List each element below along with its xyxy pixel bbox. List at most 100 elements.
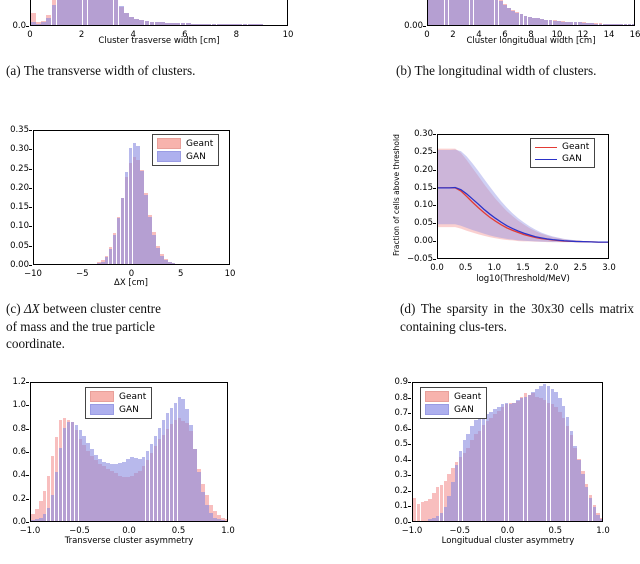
histogram-bar	[448, 0, 453, 25]
histogram-bar	[170, 23, 176, 25]
histogram-bar	[161, 419, 166, 521]
histogram-bar	[594, 23, 599, 25]
histogram-bar	[482, 0, 486, 25]
histogram-bar	[493, 409, 497, 521]
histogram-bar	[180, 23, 186, 25]
histogram-bar	[444, 0, 449, 25]
subplot-f-longitudinal-asymmetry: 0.0 0.1 0.2 0.3 0.4 0.5 0.6 0.7 0.8 0.9 −1.0 −0.5 0…	[380, 377, 640, 546]
histogram-bar	[461, 0, 466, 25]
legend-c[interactable]: Geant GAN	[152, 134, 220, 166]
histogram-bar	[598, 23, 603, 25]
legend-item-gan[interactable]: GAN	[90, 404, 146, 415]
y-tick-label: 0.20	[414, 165, 436, 175]
legend-item-gan[interactable]: GAN	[535, 154, 589, 164]
histogram-bar	[98, 459, 102, 521]
histogram-bar	[129, 16, 134, 25]
caption-d-text: The sparsity in the 30x30 cells matrix c…	[400, 301, 634, 334]
x-tick-label: 10	[282, 30, 294, 40]
histogram-bar	[167, 262, 172, 264]
histogram-bar	[465, 0, 470, 25]
histogram-bar	[46, 475, 51, 521]
histogram-bar	[497, 407, 501, 521]
histogram-bar	[519, 398, 524, 521]
histogram-bar	[565, 416, 570, 521]
x-tick-label: 8	[233, 30, 240, 40]
histogram-bar	[185, 409, 190, 521]
x-tick-label: 4	[130, 30, 136, 40]
x-tick-label: 0.5	[458, 263, 473, 273]
legend-item-geant[interactable]: Geant	[157, 138, 213, 149]
y-tick-label: 0.05	[10, 241, 32, 251]
legend-item-gan[interactable]: GAN	[425, 404, 481, 415]
legend-line-gan-icon	[535, 158, 557, 160]
legend-label-geant: Geant	[454, 391, 482, 402]
legend-item-geant[interactable]: Geant	[425, 391, 481, 402]
histogram-bar	[432, 0, 436, 25]
y-tick-label: −0.05	[407, 254, 436, 264]
histogram-bar	[152, 235, 156, 264]
legend-swatch-geant-icon	[425, 391, 449, 402]
histogram-bar	[164, 260, 168, 264]
histogram-bar	[611, 23, 615, 25]
histogram-bar	[606, 23, 611, 25]
caption-b: (b) The longitudinal width of clusters.	[396, 62, 634, 80]
histogram-bar	[149, 444, 154, 521]
histogram-bar	[416, 503, 421, 521]
histogram-bar	[112, 234, 117, 264]
x-tick-label: 5	[178, 269, 184, 279]
histogram-bar	[535, 388, 539, 521]
legend-item-geant[interactable]: Geant	[90, 391, 146, 402]
histogram-bar	[511, 11, 515, 25]
x-tick-label: 0	[424, 30, 430, 40]
histogram-bar	[94, 454, 98, 521]
legend-d[interactable]: Geant GAN	[530, 138, 596, 168]
y-tick-label: 0.05	[414, 218, 436, 228]
histogram-bar	[536, 18, 540, 25]
histogram-bar	[435, 516, 440, 521]
legend-swatch-geant-icon	[157, 138, 181, 149]
histogram-bar	[126, 459, 130, 521]
histogram-bar	[216, 24, 222, 25]
y-tick-label: 0.0	[12, 21, 29, 31]
legend-e[interactable]: Geant GAN	[85, 387, 153, 419]
histogram-bar	[38, 517, 43, 521]
histogram-bar	[123, 12, 129, 25]
y-tick-label: 0.6	[12, 447, 29, 457]
histogram-bar	[477, 418, 482, 521]
histogram-bar	[554, 391, 558, 521]
legend-item-geant[interactable]: Geant	[535, 142, 589, 152]
histogram-bar	[74, 425, 79, 521]
histogram-bar	[98, 0, 103, 25]
histogram-bar	[569, 22, 574, 25]
histogram-bar	[556, 21, 561, 25]
histogram-bar	[221, 519, 225, 521]
histogram-bar	[615, 23, 619, 25]
legend-swatch-geant-icon	[90, 391, 114, 402]
histogram-bar	[440, 0, 445, 25]
y-tick-label: 0.6	[394, 424, 411, 434]
y-tick-label: 0.3	[394, 470, 411, 480]
legend-f[interactable]: Geant GAN	[420, 387, 488, 419]
histogram-bar	[577, 460, 581, 521]
histogram-bar	[432, 493, 436, 521]
legend-label-geant: Geant	[119, 391, 147, 402]
histogram-bar	[102, 461, 106, 521]
legend-item-gan[interactable]: GAN	[157, 151, 213, 162]
histogram-bar	[213, 510, 217, 521]
histogram-bar	[124, 172, 129, 264]
y-tick-label: 0.5	[394, 439, 411, 449]
x-tick-label: 2.5	[573, 263, 588, 273]
histogram-bar	[432, 517, 436, 521]
histogram-bar	[435, 486, 440, 521]
histogram-bar	[36, 23, 41, 25]
histogram-bar	[602, 23, 607, 25]
histogram-bar	[474, 419, 478, 521]
histogram-bar	[581, 23, 586, 25]
x-tick-label: −10	[24, 269, 42, 279]
x-tick-label: 0	[128, 269, 135, 279]
x-axis-label-d: log10(Threshold/MeV)	[476, 274, 570, 284]
histogram-bar	[548, 20, 553, 25]
histogram-bar	[615, 24, 619, 25]
histogram-bar	[489, 412, 493, 521]
histogram-bar	[586, 23, 590, 25]
